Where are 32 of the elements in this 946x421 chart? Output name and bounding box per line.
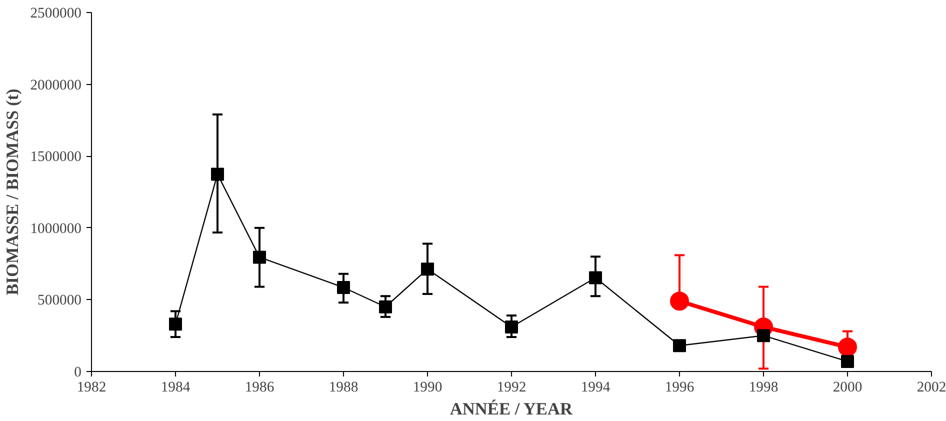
- x-tick-label: 1982: [76, 380, 106, 396]
- y-tick-label: 1500000: [30, 149, 82, 166]
- x-tick-label: 2000: [832, 380, 862, 396]
- x-tick-label: 1984: [160, 380, 191, 396]
- x-tick-label: 1990: [412, 380, 442, 396]
- point: [838, 338, 857, 357]
- x-tick-label: 2002: [916, 380, 946, 396]
- y-tick-label: 1000000: [30, 220, 82, 237]
- point: [673, 339, 686, 352]
- y-tick-label: 0: [74, 364, 82, 380]
- y-tick-label: 2000000: [30, 77, 82, 94]
- y-axis-title: BIOMASSE / BIOMASS (t): [3, 88, 22, 296]
- x-tick-label: 1988: [328, 380, 358, 396]
- point: [421, 262, 434, 276]
- x-axis-title: ANNÉE / YEAR: [450, 400, 573, 418]
- point: [211, 168, 224, 181]
- point: [670, 292, 689, 311]
- point: [337, 280, 350, 294]
- y-tick-label: 2500000: [30, 6, 82, 22]
- x-tick-label: 1986: [244, 380, 274, 396]
- y-tick-label: 500000: [38, 292, 82, 309]
- point: [757, 329, 770, 342]
- x-tick-label: 1998: [748, 380, 778, 396]
- x-tick-label: 1996: [664, 380, 694, 396]
- x-tick-label: 1994: [580, 380, 611, 396]
- point: [379, 300, 392, 314]
- point: [505, 320, 518, 334]
- point: [253, 250, 266, 264]
- x-tick-label: 1992: [496, 380, 526, 396]
- point: [169, 318, 182, 331]
- point: [841, 354, 854, 368]
- point: [589, 271, 602, 284]
